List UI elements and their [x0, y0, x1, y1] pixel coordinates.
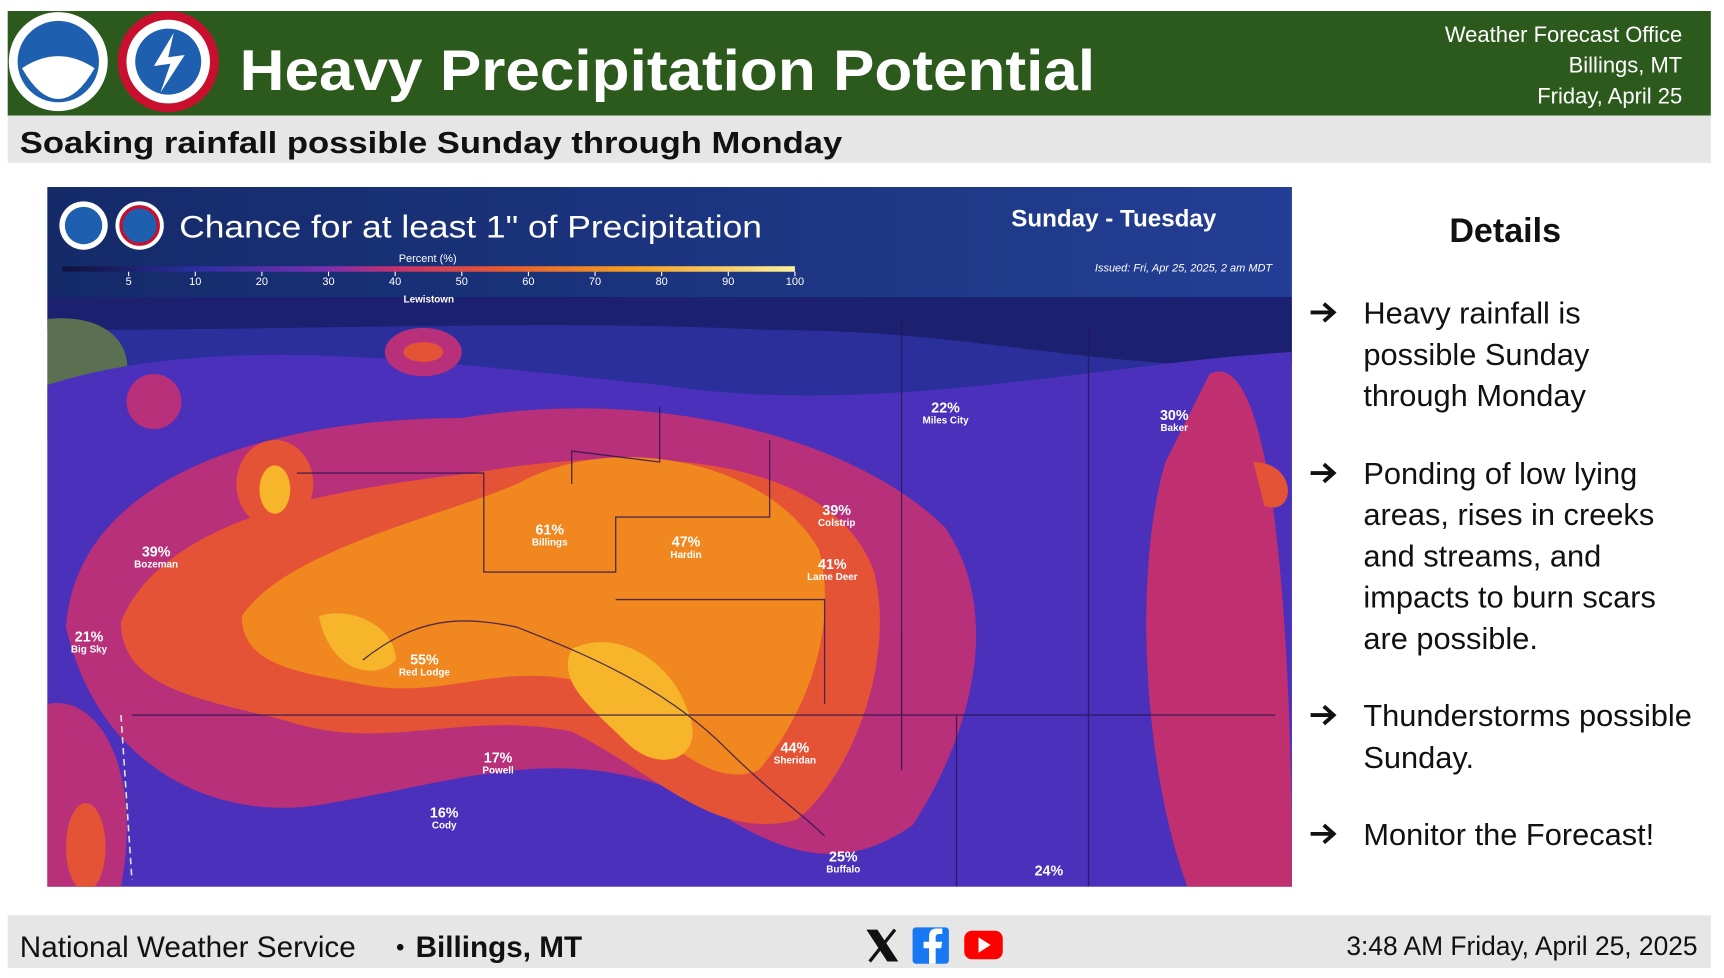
- legend-tick-label: 60: [522, 276, 534, 288]
- place-name: Lame Deer: [807, 572, 858, 583]
- place-name: Lewistown: [404, 295, 454, 306]
- map-title: Chance for at least 1" of Precipitation: [179, 209, 762, 245]
- details: Heavy rainfall is possible Sunday throug…: [1308, 293, 1715, 856]
- place-name: Cody: [432, 820, 457, 831]
- map-period: Sunday - Tuesday: [1011, 206, 1217, 233]
- place-name: Powell: [482, 765, 514, 776]
- detail-item: Thunderstorms possible Sunday.: [1308, 695, 1715, 778]
- footer-timestamp: 3:48 AM Friday, April 25, 2025: [1346, 931, 1697, 961]
- place-name: Sheridan: [774, 755, 816, 766]
- place-name: Billings: [532, 538, 568, 549]
- legend-tick-label: 20: [256, 276, 268, 288]
- legend-tick-label: 90: [722, 276, 734, 288]
- footer-location: Billings, MT: [416, 931, 583, 964]
- detail-text: Ponding of low lying areas, rises in cre…: [1363, 455, 1656, 656]
- place-name: Bozeman: [134, 560, 178, 571]
- details-panel: [1302, 192, 1710, 897]
- detail-item: Monitor the Forecast!: [1308, 814, 1715, 855]
- place-value: 39%: [822, 503, 851, 519]
- place-value: 24%: [1035, 864, 1064, 880]
- noaa-logo: [8, 12, 108, 112]
- office-line: Weather Forecast Office: [1445, 22, 1682, 47]
- place-name: Red Lodge: [399, 667, 451, 678]
- legend-tick-label: 30: [322, 276, 334, 288]
- place-value: 17%: [484, 750, 513, 766]
- place-name: Hardin: [670, 550, 701, 561]
- place-name: Miles City: [923, 416, 970, 427]
- office-line: Friday, April 25: [1537, 83, 1682, 108]
- legend-bar: [62, 266, 795, 272]
- header-bar: [7, 11, 1711, 116]
- place-name: Buffalo: [826, 864, 860, 875]
- details-heading: Details: [1449, 212, 1561, 250]
- x-icon[interactable]: [866, 928, 899, 963]
- map-labels: Chance for at least 1" of Precipitation …: [71, 206, 1273, 880]
- details-list: Heavy rainfall is possible Sunday throug…: [1308, 293, 1715, 856]
- place-name: Colstrip: [818, 518, 855, 529]
- legend-tick-label: 70: [589, 276, 601, 288]
- map: [47, 187, 1292, 887]
- detail-item: Heavy rainfall is possible Sunday throug…: [1308, 293, 1715, 417]
- facebook-icon[interactable]: [912, 927, 949, 964]
- place-value: 47%: [672, 535, 701, 551]
- place-value: 39%: [142, 545, 171, 561]
- place-value: 44%: [781, 740, 810, 756]
- detail-item: Ponding of low lying areas, rises in cre…: [1308, 453, 1715, 659]
- place-value: 21%: [75, 629, 104, 645]
- legend-tick-label: 10: [189, 276, 201, 288]
- footer-bar: [7, 915, 1711, 969]
- place-value: 25%: [829, 849, 858, 865]
- office-line: Billings, MT: [1569, 53, 1683, 78]
- detail-text: Thunderstorms possible Sunday.: [1363, 698, 1692, 774]
- place-value: 61%: [535, 523, 564, 539]
- place-name: Big Sky: [71, 644, 108, 655]
- legend-tick-label: 40: [389, 276, 401, 288]
- arrow-icon: [1310, 462, 1337, 483]
- detail-text: Monitor the Forecast!: [1363, 817, 1655, 852]
- place-name: Baker: [1161, 423, 1189, 434]
- legend-tick-label: 80: [656, 276, 668, 288]
- place-value: 41%: [818, 557, 847, 573]
- nws-logo: [117, 11, 219, 113]
- arrow-icon: [1310, 704, 1337, 726]
- place-value: 55%: [410, 652, 439, 668]
- issued: Issued: Fri, Apr 25, 2025, 2 am MDT: [1095, 263, 1273, 275]
- legend-label: Percent (%): [399, 253, 457, 265]
- legend-tick-label: 100: [786, 276, 804, 288]
- place-value: 30%: [1160, 408, 1189, 424]
- youtube-icon[interactable]: [964, 930, 1003, 960]
- place-value: 16%: [430, 805, 459, 821]
- separator: [396, 943, 404, 951]
- subtitle: Soaking rainfall possible Sunday through…: [20, 125, 842, 160]
- place-value: 22%: [931, 401, 960, 417]
- legend-tick-label: 5: [126, 276, 132, 288]
- arrow-icon: [1310, 302, 1337, 323]
- arrow-icon: [1310, 823, 1337, 845]
- detail-text: Heavy rainfall is possible Sunday throug…: [1363, 295, 1590, 413]
- footer-org: National Weather Service: [20, 931, 356, 964]
- title: Heavy Precipitation Potential: [240, 39, 1095, 103]
- legend-tick-label: 50: [456, 276, 468, 288]
- subtitle-bar: [7, 115, 1711, 163]
